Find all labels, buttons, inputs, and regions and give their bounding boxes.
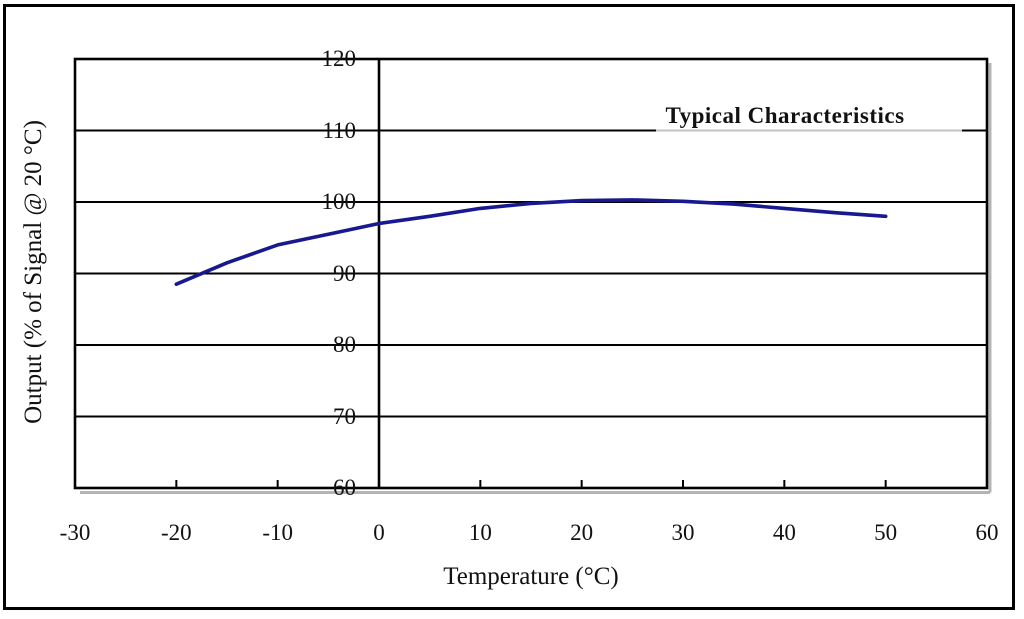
x-tick-label: -30 [59, 520, 91, 545]
curve-layer [174, 198, 888, 287]
plot-border [73, 57, 989, 490]
x-tick-label: -20 [160, 520, 192, 545]
grid-layer [75, 59, 987, 488]
x-tick-label: 0 [373, 520, 385, 545]
figure-border [3, 4, 1015, 610]
x-axis-title: Temperature (°C) [443, 563, 619, 590]
y-axis-title: Output (% of Signal @ 20 °C) [20, 120, 47, 424]
y-tick-label: 100 [321, 189, 357, 214]
x-tick-label: -10 [262, 520, 293, 545]
y-tick-label: 70 [333, 403, 356, 429]
chart-title: Typical Characteristics [665, 103, 905, 128]
x-tick-label: 20 [570, 520, 594, 545]
x-tick-label: 40 [772, 520, 796, 545]
plot-shadow [80, 63, 992, 494]
x-tick-label: 60 [975, 520, 999, 545]
y-tick-label: 80 [333, 332, 356, 357]
y-tick-label: 110 [322, 117, 356, 143]
y-tick-label: 90 [333, 260, 356, 286]
x-tick-label: 50 [874, 520, 898, 545]
y-tick-label: 120 [321, 46, 357, 71]
y-tick-label: 60 [333, 475, 356, 500]
output-curve [174, 198, 888, 287]
x-tick-label: 30 [671, 520, 695, 545]
x-tick-label: 10 [468, 520, 492, 545]
